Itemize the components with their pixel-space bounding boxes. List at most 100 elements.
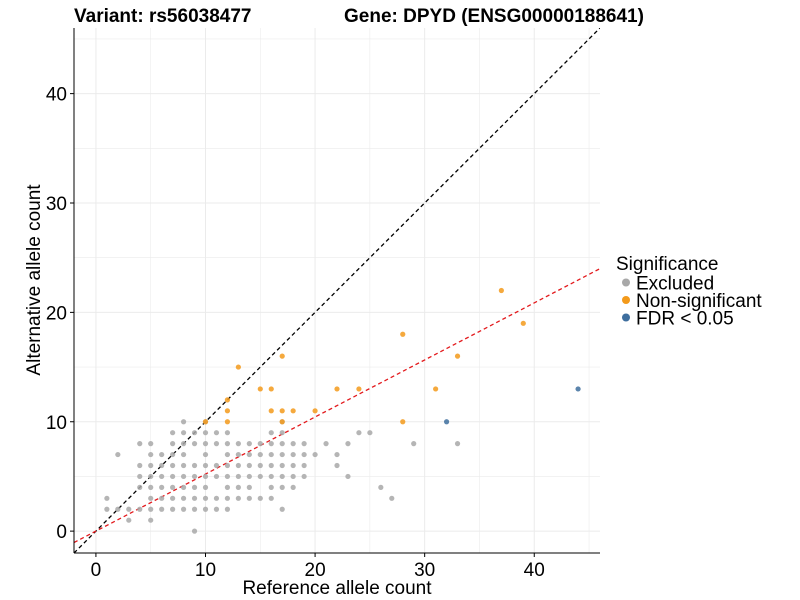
point-excluded [148,451,154,458]
point-non-significant [334,386,340,392]
legend-label: FDR < 0.05 [636,309,734,330]
point-excluded [148,506,154,512]
y-tick-label: 0 [56,522,67,543]
point-excluded [159,495,165,501]
point-excluded [104,495,110,501]
point-excluded [224,462,231,469]
point-excluded [224,473,231,480]
y-axis-ticks: 0 10 20 30 40 [46,85,74,543]
y-axis-label: Alternative allele count [24,184,45,376]
point-excluded [224,430,231,436]
legend-label: Excluded [636,274,714,295]
point-excluded [180,506,187,512]
point-excluded [180,441,187,447]
point-excluded [202,462,209,469]
y-tick-label: 20 [46,303,67,324]
reference-lines [74,28,600,553]
point-excluded [246,441,252,447]
point-excluded [279,473,285,480]
point-excluded [378,484,384,490]
point-non-significant [433,386,439,392]
point-excluded [148,473,154,480]
point-excluded [279,451,285,458]
point-excluded [257,451,263,458]
point-excluded [180,473,187,480]
point-excluded [137,462,143,469]
point-non-significant [224,419,231,425]
point-non-significant [312,408,318,414]
point-excluded [191,441,198,447]
point-excluded [454,441,461,447]
point-non-significant [268,386,274,392]
reference-line-fit [74,268,600,544]
point-excluded [191,484,198,490]
point-non-significant [224,408,231,414]
y-tick-label: 30 [46,194,67,215]
legend-label: Non-significant [636,291,762,312]
point-excluded [159,506,165,512]
point-excluded [268,441,274,447]
point-excluded [202,451,209,458]
point-excluded [202,484,209,490]
point-excluded [334,451,340,458]
point-excluded [213,462,220,469]
point-excluded [191,506,198,512]
point-non-significant [454,353,461,359]
point-excluded [202,441,209,447]
point-fdr-0-05 [443,419,450,425]
point-excluded [279,441,285,447]
point-excluded [279,430,285,436]
reference-line-identity [74,28,600,553]
point-excluded [235,451,241,458]
point-excluded [246,473,252,480]
point-excluded [224,451,231,458]
point-non-significant [257,386,263,392]
point-excluded [290,484,296,490]
point-non-significant [279,353,285,359]
point-excluded [246,495,252,501]
point-excluded [191,462,198,469]
point-excluded [290,462,296,469]
point-non-significant [268,408,274,414]
point-non-significant [279,419,285,425]
point-excluded [115,451,121,458]
point-excluded [279,462,285,469]
y-tick-label: 40 [46,85,67,106]
point-non-significant [290,408,296,414]
legend-title: Significance [616,254,718,275]
point-fdr-0-05 [575,386,581,392]
point-excluded [290,441,296,447]
point-excluded [213,473,220,480]
point-excluded [290,451,296,458]
grid-lines [74,28,600,553]
data-points [104,287,581,534]
legend-swatch [622,296,630,304]
point-excluded [202,506,209,512]
point-excluded [367,430,373,436]
point-excluded [268,462,274,469]
point-excluded [246,484,252,490]
point-excluded [301,473,307,480]
point-excluded [170,451,176,458]
point-excluded [137,441,143,447]
x-tick-label: 20 [305,560,326,581]
point-excluded [235,484,241,490]
point-non-significant [400,331,406,337]
point-excluded [170,484,176,490]
point-excluded [104,506,110,512]
point-excluded [301,462,307,469]
point-excluded [170,430,176,436]
point-excluded [148,462,154,469]
chart-title-gene: Gene: DPYD (ENSG00000188641) [344,6,644,27]
point-excluded [180,430,187,436]
x-tick-label: 40 [524,560,545,581]
point-excluded [224,495,231,501]
point-excluded [180,419,187,425]
point-excluded [224,506,231,512]
point-non-significant [235,364,241,370]
legend-swatch [622,278,630,287]
point-excluded [279,484,285,490]
point-excluded [137,506,143,512]
point-excluded [137,473,143,480]
point-excluded [290,473,296,480]
